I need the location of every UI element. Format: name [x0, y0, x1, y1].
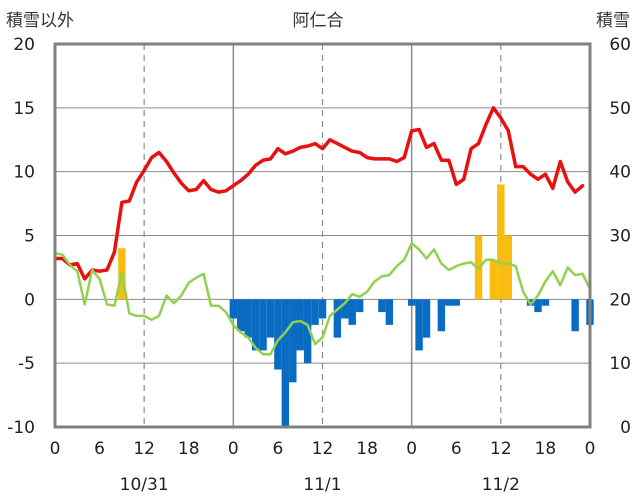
right-tick-label: 40	[609, 163, 631, 183]
bar-negative	[296, 299, 304, 351]
bar-negative	[303, 299, 312, 364]
date-label: 11/1	[303, 475, 341, 495]
bar-negative	[437, 299, 446, 332]
right-tick-label: 10	[609, 354, 631, 374]
dewpoint-line	[53, 241, 592, 356]
bar-negative	[571, 299, 579, 332]
bar-positive	[497, 184, 505, 300]
chart-title: 阿仁合	[293, 11, 344, 31]
bar-negative	[266, 299, 275, 338]
bar-negative	[281, 299, 290, 427]
bar-negative	[348, 299, 356, 325]
left-tick-label: 10	[13, 163, 35, 183]
x-tick-label: 6	[451, 439, 462, 459]
precipitation-bars	[118, 184, 594, 427]
bar-negative	[355, 299, 364, 313]
right-tick-label: 60	[609, 35, 631, 55]
x-tick-label: 18	[535, 439, 557, 459]
x-tick-label: 0	[50, 439, 61, 459]
right-tick-label: 50	[609, 99, 631, 119]
left-tick-label: 15	[13, 99, 35, 119]
bar-negative	[445, 299, 453, 306]
bar-negative	[311, 299, 319, 325]
x-tick-label: 18	[356, 439, 378, 459]
left-tick-label: 20	[13, 35, 35, 55]
left-tick-label: -10	[7, 418, 35, 438]
bar-negative	[259, 299, 267, 351]
left-tick-label: -5	[18, 354, 35, 374]
date-label: 10/31	[120, 475, 169, 495]
bar-negative	[541, 299, 550, 306]
x-tick-label: 6	[273, 439, 284, 459]
right-tick-label: 30	[609, 227, 631, 247]
x-tick-label: 6	[94, 439, 105, 459]
bar-negative	[289, 299, 297, 383]
right-tick-label: 0	[620, 418, 631, 438]
bar-positive	[504, 235, 512, 300]
left-tick-label: 0	[24, 290, 35, 310]
bar-negative	[251, 299, 260, 351]
date-label: 11/2	[482, 475, 520, 495]
right-axis-title: 積雪	[596, 11, 630, 31]
bar-negative	[415, 299, 423, 351]
x-tick-label: 12	[312, 439, 334, 459]
bar-negative	[422, 299, 431, 338]
bar-negative	[244, 299, 252, 338]
x-tick-label: 0	[228, 439, 239, 459]
x-tick-label: 18	[178, 439, 200, 459]
bar-negative	[274, 299, 282, 370]
bar-negative	[318, 299, 327, 319]
bar-negative	[385, 299, 394, 325]
bar-positive	[489, 261, 498, 300]
bar-negative	[534, 299, 542, 313]
bar-negative	[407, 299, 416, 306]
bar-negative	[452, 299, 460, 306]
bar-negative	[237, 299, 245, 332]
x-tick-label: 0	[585, 439, 596, 459]
x-tick-label: 12	[133, 439, 155, 459]
bar-negative	[229, 299, 238, 319]
bar-negative	[378, 299, 386, 313]
x-tick-label: 0	[406, 439, 417, 459]
bar-negative	[341, 299, 349, 319]
right-tick-label: 20	[609, 290, 631, 310]
temperature-line	[53, 106, 585, 281]
bar-negative	[333, 299, 342, 338]
left-tick-label: 5	[24, 227, 35, 247]
x-tick-label: 12	[490, 439, 512, 459]
plot-frame	[53, 42, 592, 429]
left-axis-title: 積雪以外	[6, 11, 74, 31]
